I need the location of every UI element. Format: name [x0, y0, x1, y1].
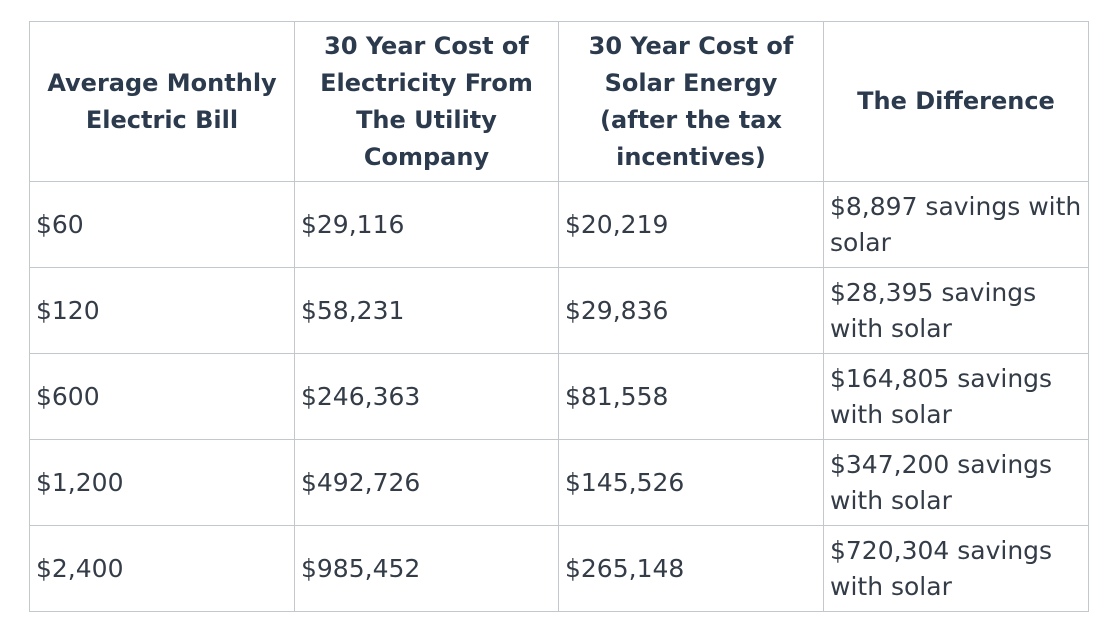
cell-utility-cost: $985,452 — [294, 525, 559, 612]
cell-solar-cost: $81,558 — [558, 353, 824, 440]
solar-cost-comparison-table: Average Monthly Electric Bill 30 Year Co… — [29, 21, 1089, 612]
cell-monthly-bill: $60 — [29, 181, 295, 268]
cell-difference: $8,897 savings with solar — [823, 181, 1089, 268]
table-body: $60 $29,116 $20,219 $8,897 savings with … — [29, 181, 1089, 612]
cell-monthly-bill: $600 — [29, 353, 295, 440]
cell-utility-cost: $246,363 — [294, 353, 559, 440]
cell-solar-cost: $20,219 — [558, 181, 824, 268]
table-row: $1,200 $492,726 $145,526 $347,200 saving… — [29, 439, 1089, 526]
cell-monthly-bill: $2,400 — [29, 525, 295, 612]
header-utility-cost: 30 Year Cost of Electricity From The Uti… — [294, 21, 559, 182]
header-average-monthly-bill: Average Monthly Electric Bill — [29, 21, 295, 182]
table-header: Average Monthly Electric Bill 30 Year Co… — [29, 21, 1089, 182]
cell-utility-cost: $492,726 — [294, 439, 559, 526]
cell-solar-cost: $145,526 — [558, 439, 824, 526]
cell-solar-cost: $265,148 — [558, 525, 824, 612]
table-row: $60 $29,116 $20,219 $8,897 savings with … — [29, 181, 1089, 268]
cell-difference: $28,395 savings with solar — [823, 267, 1089, 354]
cell-difference: $347,200 savings with solar — [823, 439, 1089, 526]
cell-solar-cost: $29,836 — [558, 267, 824, 354]
table-row: $600 $246,363 $81,558 $164,805 savings w… — [29, 353, 1089, 440]
cell-monthly-bill: $1,200 — [29, 439, 295, 526]
header-solar-cost: 30 Year Cost of Solar Energy (after the … — [558, 21, 824, 182]
cell-utility-cost: $29,116 — [294, 181, 559, 268]
cell-difference: $720,304 savings with solar — [823, 525, 1089, 612]
cell-monthly-bill: $120 — [29, 267, 295, 354]
header-difference: The Difference — [823, 21, 1089, 182]
header-row: Average Monthly Electric Bill 30 Year Co… — [29, 21, 1089, 182]
table-row: $2,400 $985,452 $265,148 $720,304 saving… — [29, 525, 1089, 612]
cell-difference: $164,805 savings with solar — [823, 353, 1089, 440]
table-row: $120 $58,231 $29,836 $28,395 savings wit… — [29, 267, 1089, 354]
cell-utility-cost: $58,231 — [294, 267, 559, 354]
